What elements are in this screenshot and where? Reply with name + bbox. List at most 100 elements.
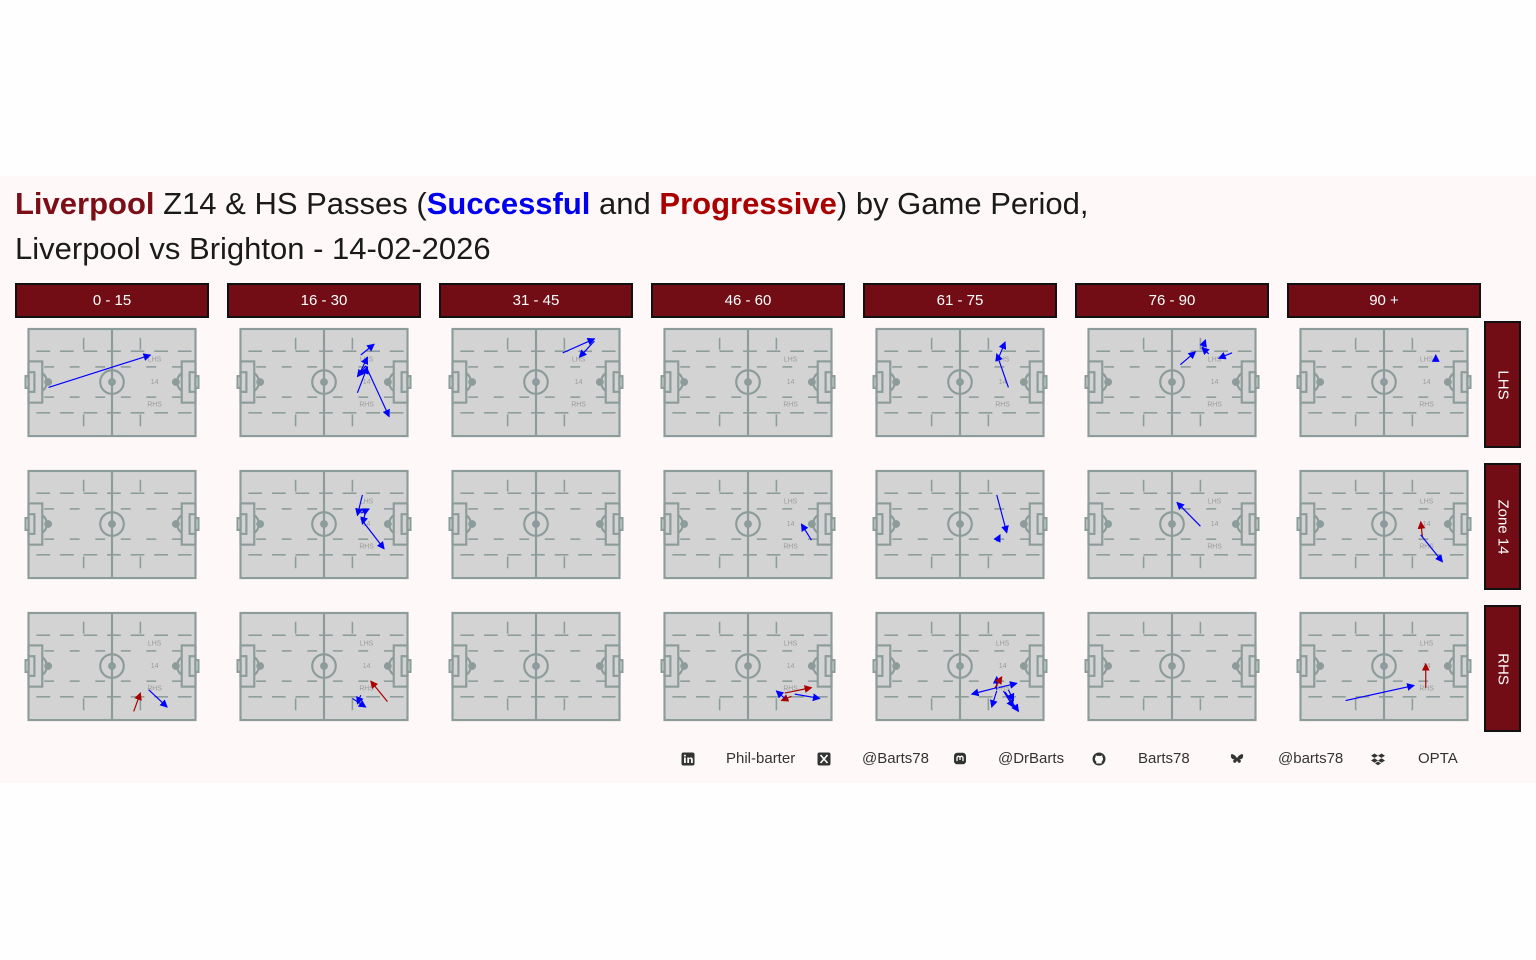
goal-left xyxy=(448,659,454,674)
goal-left xyxy=(872,517,878,532)
goal-right xyxy=(618,517,624,532)
centre-spot xyxy=(108,378,116,386)
icon-shape xyxy=(956,755,964,761)
penalty-spot-left xyxy=(680,520,689,528)
goal-right xyxy=(618,659,624,674)
goal-left xyxy=(448,517,454,532)
centre-spot xyxy=(1380,520,1388,528)
penalty-spot-right xyxy=(171,520,180,528)
chart-title-line1: Liverpool Z14 & HS Passes (Successful an… xyxy=(15,186,1088,222)
penalty-spot-left xyxy=(256,378,265,386)
successful-pass-arrow xyxy=(800,523,812,541)
period-strip: 0 - 15 xyxy=(15,283,209,318)
penalty-spot-right xyxy=(1019,520,1028,528)
pitch xyxy=(1084,611,1260,722)
goal-right xyxy=(406,375,412,390)
penalty-spot-right xyxy=(171,378,180,386)
footer-label: OPTA xyxy=(1418,750,1458,767)
successful-pass-arrow xyxy=(996,494,1009,534)
zone-label: RHS xyxy=(147,402,162,409)
goal-left xyxy=(236,659,242,674)
goal-right xyxy=(1466,517,1472,532)
zone-label: RHS xyxy=(783,686,798,693)
icon-shape xyxy=(684,757,686,763)
penalty-spot-right xyxy=(171,662,180,670)
zone-label: LHS xyxy=(784,356,798,363)
penalty-spot-right xyxy=(807,662,816,670)
zone-guides xyxy=(1308,621,1464,711)
zone-strip-label: LHS xyxy=(1494,369,1511,400)
goal-left xyxy=(24,659,30,674)
goal-left xyxy=(660,659,666,674)
zone-label: RHS xyxy=(995,686,1010,693)
successful-pass-arrow xyxy=(355,494,363,517)
penalty-spot-right xyxy=(1443,520,1452,528)
penalty-spot-right xyxy=(595,520,604,528)
zone-label: RHS xyxy=(1207,402,1222,409)
goal-right xyxy=(618,375,624,390)
goal-left xyxy=(1296,375,1302,390)
centre-circle xyxy=(947,653,973,679)
pitch-markings xyxy=(872,612,1048,721)
goal-left xyxy=(1084,659,1090,674)
penalty-spot-left xyxy=(1104,662,1113,670)
penalty-spot-left xyxy=(44,662,53,670)
zone-guides xyxy=(884,479,1040,569)
successful-pass-arrow xyxy=(1179,351,1197,366)
penalty-spot-left xyxy=(256,662,265,670)
zone-label: LHS xyxy=(148,640,162,647)
centre-spot xyxy=(108,520,116,528)
zone-label: 14 xyxy=(999,379,1007,386)
goal-right xyxy=(1042,659,1048,674)
zone-guides xyxy=(460,479,616,569)
zone-label: 14 xyxy=(151,379,159,386)
title-segment-plain: ) by Game Period, xyxy=(836,186,1089,221)
pitch xyxy=(872,469,1048,580)
pitch-markings xyxy=(1084,612,1260,721)
icon-shape xyxy=(687,757,693,763)
period-strip: 61 - 75 xyxy=(863,283,1057,318)
successful-pass-arrow xyxy=(1420,534,1444,563)
zone-guides xyxy=(460,621,616,711)
zone-label: LHS xyxy=(1420,640,1434,647)
penalty-spot-left xyxy=(468,662,477,670)
pitch xyxy=(448,469,624,580)
centre-circle xyxy=(1371,369,1397,395)
successful-pass-arrow xyxy=(1201,346,1210,356)
centre-circle xyxy=(1159,369,1185,395)
zone-guides xyxy=(36,621,192,711)
centre-spot xyxy=(1168,378,1176,386)
zone-label: 14 xyxy=(1423,663,1431,670)
penalty-spot-right xyxy=(1019,378,1028,386)
goal-left xyxy=(236,375,242,390)
successful-pass-arrow xyxy=(148,689,168,708)
footer-label: Barts78 xyxy=(1138,750,1190,767)
zone-strip-label: RHS xyxy=(1494,652,1511,685)
successful-pass-arrow xyxy=(775,690,786,699)
centre-circle xyxy=(311,369,337,395)
zone-label: LHS xyxy=(360,498,374,505)
zone-label: LHS xyxy=(1420,498,1434,505)
successful-pass-arrow xyxy=(993,533,1001,543)
dropbox-icon xyxy=(1371,753,1385,766)
zone-label: 14 xyxy=(1211,379,1219,386)
centre-circle xyxy=(947,369,973,395)
centre-spot xyxy=(744,378,752,386)
goal-left xyxy=(872,659,878,674)
progressive-pass-arrow xyxy=(780,694,792,702)
successful-pass-arrow xyxy=(356,365,369,394)
centre-circle xyxy=(1371,653,1397,679)
zone-label: 14 xyxy=(787,379,795,386)
penalty-spot-left xyxy=(1316,520,1325,528)
linkedin-icon xyxy=(681,752,695,766)
zone-label: 14 xyxy=(363,379,371,386)
centre-spot xyxy=(532,662,540,670)
centre-spot xyxy=(956,378,964,386)
